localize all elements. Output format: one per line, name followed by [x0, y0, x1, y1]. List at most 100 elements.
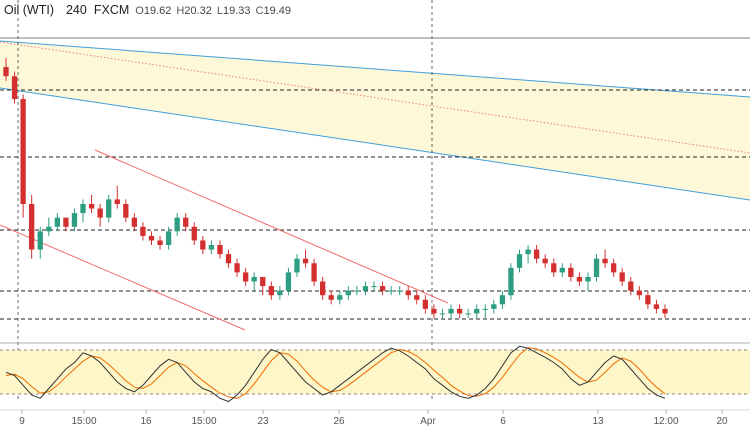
candle-down — [140, 226, 146, 236]
candle-down — [533, 249, 540, 259]
candle-down — [602, 258, 608, 264]
candle-up — [337, 295, 343, 300]
candle-down — [568, 267, 574, 277]
time-axis-label: 6 — [500, 416, 506, 427]
time-axis-label: 13 — [592, 416, 604, 427]
candle-up — [71, 213, 78, 227]
candle-up — [482, 308, 488, 310]
candle-up — [354, 290, 360, 292]
candle-down — [157, 240, 163, 246]
candle-down — [619, 272, 625, 282]
candle-down — [320, 281, 326, 296]
candle-down — [328, 295, 334, 300]
candle-up — [174, 217, 180, 232]
candle-up — [371, 286, 377, 288]
candle-up — [499, 295, 506, 305]
candle-down — [405, 290, 411, 296]
time-axis-label: Apr — [420, 416, 436, 427]
candle-up — [285, 272, 292, 291]
candle-down — [268, 286, 274, 296]
candle-down — [302, 258, 309, 264]
candle-down — [431, 308, 437, 314]
candle-down — [11, 76, 18, 100]
candle-down — [114, 199, 120, 204]
candle-down — [29, 203, 35, 250]
candle-down — [225, 254, 232, 264]
candle-down — [234, 263, 240, 273]
candle-up — [294, 258, 300, 273]
candle-up — [491, 304, 497, 309]
time-axis-label: 9 — [19, 416, 25, 427]
candle-down — [610, 263, 617, 273]
candle-up — [585, 276, 591, 282]
candle-down — [63, 217, 69, 227]
candle-up — [54, 217, 61, 227]
candle-down — [97, 208, 103, 218]
candle-up — [106, 199, 112, 218]
candle-down — [260, 276, 266, 287]
candle-down — [200, 240, 206, 250]
candle-down — [379, 286, 386, 291]
channel-lower-line — [0, 87, 750, 201]
candle-down — [542, 258, 548, 264]
candle-up — [525, 249, 531, 255]
candle-up — [37, 231, 43, 250]
candle-up — [465, 313, 471, 315]
trend-line-upper — [94, 149, 449, 304]
candlestick-series — [3, 58, 668, 318]
candle-down — [414, 295, 420, 300]
time-axis-label: 16 — [140, 416, 152, 427]
candle-down — [645, 295, 651, 305]
candle-up — [208, 245, 215, 250]
stochastic-d-line — [5, 347, 666, 399]
candle-down — [662, 308, 668, 314]
candle-down — [242, 272, 249, 282]
candle-down — [217, 245, 223, 255]
candle-down — [653, 304, 660, 309]
ohlc-open: O19.62 — [135, 5, 172, 17]
candle-up — [397, 290, 403, 292]
candle-up — [46, 226, 52, 232]
trend-line-lower — [0, 224, 246, 331]
time-axis-label: 12:00 — [653, 416, 678, 427]
candle-down — [20, 99, 26, 204]
candle-up — [277, 290, 283, 296]
ohlc-high: H20.32 — [176, 5, 212, 17]
candle-down — [628, 281, 634, 291]
symbol-name: Oil (WTI) — [4, 3, 54, 17]
candle-down — [131, 217, 138, 227]
time-axis-label: 26 — [333, 416, 345, 427]
time-axis-label: 23 — [257, 416, 269, 427]
candle-down — [456, 308, 463, 314]
ohlc-close: C19.49 — [255, 5, 291, 17]
candle-up — [251, 276, 257, 282]
candle-down — [422, 299, 429, 309]
candle-up — [345, 290, 351, 296]
stochastic-k-line — [5, 345, 666, 403]
time-axis-label: 15:00 — [71, 416, 96, 427]
candle-up — [80, 203, 86, 214]
candle-down — [148, 235, 155, 241]
data-source: FXCM — [93, 3, 130, 17]
time-axis-label: 15:00 — [191, 416, 216, 427]
candle-up — [362, 286, 369, 291]
candle-down — [191, 226, 197, 241]
candle-down — [576, 276, 583, 282]
candle-up — [448, 308, 454, 314]
candle-up — [165, 231, 172, 246]
candle-down — [123, 203, 129, 218]
stochastic-band — [0, 350, 750, 394]
candle-up — [388, 290, 394, 292]
candle-up — [474, 308, 480, 314]
candle-down — [311, 263, 317, 282]
candle-up — [516, 254, 523, 268]
descending-channel-band — [0, 41, 750, 200]
candle-up — [508, 267, 514, 296]
candle-up — [439, 313, 446, 315]
candle-down — [183, 217, 189, 227]
candle-down — [3, 67, 9, 77]
time-axis-label: 20 — [716, 416, 728, 427]
candle-down — [636, 290, 642, 296]
candle-up — [559, 267, 565, 273]
